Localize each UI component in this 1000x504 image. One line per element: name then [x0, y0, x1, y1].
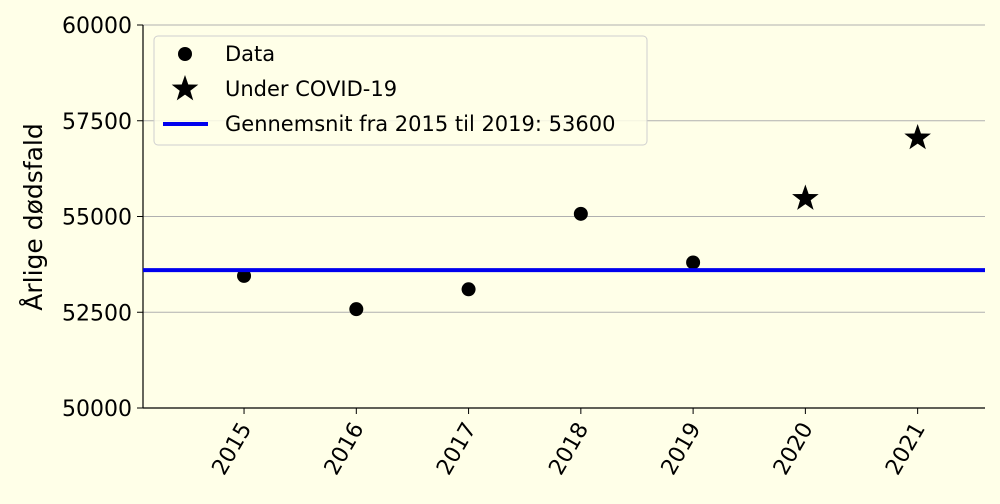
- legend-label: Data: [225, 42, 275, 66]
- data-point: [349, 302, 364, 317]
- data-layer: [143, 123, 985, 317]
- data-point: [461, 282, 476, 297]
- legend: Data Under COVID-19 Gennemsnit fra 2015 ti…: [153, 35, 648, 146]
- legend-box: [153, 35, 648, 146]
- y-tick-label: 55000: [62, 206, 132, 231]
- legend-label: Gennemsnit fra 2015 til 2019: 53600: [225, 112, 615, 136]
- covid-star-point: [904, 123, 931, 150]
- data-point: [686, 255, 701, 270]
- data-point: [237, 268, 252, 283]
- data-point: [573, 206, 588, 221]
- y-tick-label: 50000: [62, 397, 132, 422]
- covid-star-point: [792, 184, 819, 210]
- legend-circle-marker: [178, 47, 192, 61]
- legend-label: Under COVID-19: [225, 77, 397, 101]
- y-tick-label: 57500: [62, 110, 132, 135]
- y-axis-label: Årlige dødsfald: [19, 123, 48, 310]
- legend-star-marker: [171, 75, 199, 101]
- y-tick-label: 60000: [62, 14, 132, 39]
- y-tick-label: 52500: [62, 301, 132, 326]
